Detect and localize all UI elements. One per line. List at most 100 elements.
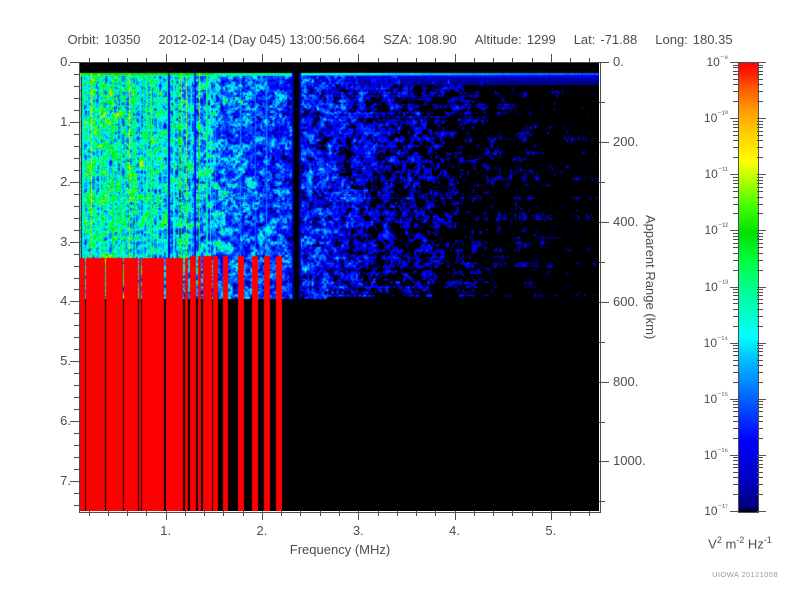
- colorbar-tick-minor-left: [733, 140, 739, 142]
- colorbar-tick-minor-right: [757, 460, 763, 462]
- colorbar-tick-minor-right: [757, 359, 763, 361]
- colorbar-tick-minor-left: [733, 235, 739, 237]
- colorbar-tick-minor-right: [757, 126, 763, 128]
- colorbar-tick-minor-right: [757, 140, 763, 142]
- header-field-2: SZA: 108.90: [383, 32, 457, 47]
- colorbar-tick-minor-right: [757, 467, 763, 469]
- x-tick-minor-top: [281, 58, 283, 63]
- y-tick-minor: [74, 409, 80, 411]
- colorbar-tick-minor-right: [757, 213, 763, 215]
- colorbar: [738, 62, 759, 513]
- x-tick-minor: [435, 511, 437, 516]
- y2-tick-minor: [599, 261, 605, 263]
- x-tick-major-top: [358, 54, 360, 63]
- colorbar-tick-minor-right: [757, 259, 763, 261]
- colorbar-tick-minor-left: [733, 91, 739, 93]
- colorbar-tick-minor-right: [757, 91, 763, 93]
- colorbar-tick-minor-right: [757, 120, 763, 122]
- y-tick-minor: [74, 313, 80, 315]
- header-field-label: Altitude:: [474, 31, 522, 47]
- x-tick-minor: [377, 511, 379, 516]
- y2-tick-major: [599, 62, 609, 63]
- radargram-image: [79, 62, 599, 511]
- colorbar-tick-minor-right: [757, 176, 763, 178]
- colorbar-tick-minor-left: [733, 308, 739, 310]
- colorbar-tick-minor-left: [733, 401, 739, 403]
- x-tick-major: [550, 511, 552, 520]
- colorbar-tick-minor-right: [757, 123, 763, 125]
- colorbar-tick-minor-left: [733, 252, 739, 254]
- colorbar-tick-major-left: [730, 174, 739, 176]
- x-tick-minor-top: [589, 58, 591, 63]
- colorbar-tick-minor-right: [757, 308, 763, 310]
- x-tick-minor: [223, 511, 225, 516]
- colorbar-tick-minor-left: [733, 463, 739, 465]
- colorbar-tick-minor-right: [757, 147, 763, 149]
- colorbar-tick-minor-right: [757, 415, 763, 417]
- y2-axis-title: Apparent Range (km): [643, 215, 658, 340]
- colorbar-tick-major-left: [730, 230, 739, 232]
- colorbar-tick-minor-right: [757, 67, 763, 69]
- x-tick-label: 5.: [545, 523, 557, 538]
- colorbar-tick-label: 10⁻¹⁶: [703, 445, 728, 462]
- y-tick-minor: [74, 445, 80, 447]
- y-tick-minor: [74, 85, 80, 87]
- x-tick-major: [454, 511, 456, 520]
- colorbar-tick-label: 10⁻¹⁴: [703, 333, 728, 350]
- y-tick-minor: [74, 505, 80, 506]
- colorbar-tick-minor-left: [733, 213, 739, 215]
- colorbar-tick-minor-right: [757, 291, 763, 293]
- colorbar-tick-minor-right: [757, 295, 763, 297]
- colorbar-tick-minor-left: [733, 315, 739, 317]
- y2-tick-minor: [599, 101, 605, 103]
- x-tick-label: 4.: [449, 523, 460, 538]
- colorbar-tick-minor-left: [733, 467, 739, 469]
- colorbar-tick-minor-right: [757, 437, 763, 439]
- colorbar-tick-minor-right: [757, 70, 763, 72]
- colorbar-tick-label: 10⁻¹⁷: [704, 502, 728, 518]
- header-field-value: 180.35: [692, 31, 733, 47]
- x-tick-label: 3.: [352, 523, 364, 538]
- y-tick-minor: [74, 73, 80, 75]
- y-tick-label: 3.: [60, 233, 71, 249]
- x-tick-major-top: [165, 54, 167, 63]
- y-tick-label: 0.: [60, 54, 71, 69]
- y-tick-minor: [74, 433, 80, 435]
- y-tick-minor: [74, 133, 80, 135]
- header-field-value: 10350: [104, 31, 141, 47]
- x-tick-minor-top: [319, 58, 321, 63]
- x-tick-major: [358, 511, 360, 520]
- colorbar-tick-minor-left: [733, 404, 739, 406]
- colorbar-tick-minor-left: [733, 348, 739, 350]
- colorbar-tick-minor-right: [757, 78, 763, 80]
- header-field-4: Lat: -71.88: [574, 32, 638, 47]
- x-tick-minor: [88, 511, 90, 516]
- x-tick-minor-top: [512, 58, 514, 63]
- colorbar-tick-minor-right: [757, 325, 763, 327]
- y-tick-major: [70, 241, 80, 243]
- y2-tick-major: [599, 301, 609, 303]
- colorbar-tick-minor-right: [757, 157, 763, 159]
- colorbar-tick-minor-left: [733, 298, 739, 300]
- x-tick-minor-top: [107, 58, 109, 63]
- colorbar-tick-label: 10⁻¹⁵: [703, 389, 728, 406]
- colorbar-tick-major-right: [757, 174, 766, 176]
- y-tick-label: 2.: [60, 173, 71, 189]
- colorbar-tick-minor-right: [757, 135, 763, 137]
- header-field-label: Long:: [655, 31, 688, 47]
- x-tick-minor: [300, 511, 302, 516]
- colorbar-tick-minor-left: [733, 239, 739, 241]
- colorbar-tick-minor-left: [733, 494, 739, 496]
- x-tick-minor: [589, 511, 591, 516]
- colorbar-tick-major-left: [730, 454, 739, 456]
- y-tick-minor: [74, 253, 80, 255]
- header-field-0: Orbit: 10350: [67, 32, 140, 47]
- y-tick-major: [70, 481, 80, 483]
- colorbar-tick-minor-left: [733, 295, 739, 297]
- colorbar-tick-minor-right: [757, 179, 763, 181]
- y-tick-minor: [74, 493, 80, 495]
- colorbar-tick-minor-right: [757, 235, 763, 237]
- colorbar-tick-minor-left: [733, 203, 739, 205]
- colorbar-tick-minor-right: [757, 401, 763, 403]
- colorbar-tick-minor-left: [733, 345, 739, 347]
